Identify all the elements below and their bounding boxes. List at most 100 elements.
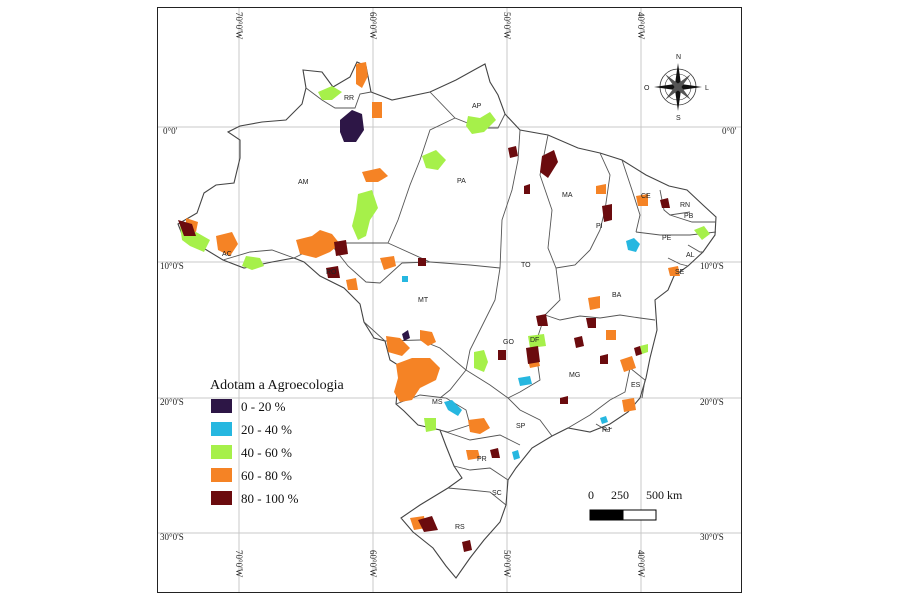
- legend-swatch-20-40: [211, 422, 232, 436]
- patch-class-80-100: [634, 346, 642, 356]
- patch-class-80-100: [490, 448, 500, 458]
- lat-label-20s-left: 20°0'S: [160, 397, 184, 407]
- patch-class-80-100: [462, 540, 472, 552]
- patch-class-80-100: [508, 146, 518, 158]
- legend-label-20-40: 20 - 40 %: [241, 422, 292, 437]
- state-label-sp: SP: [516, 423, 526, 430]
- patch-class-60-80: [668, 266, 680, 276]
- patch-class-60-80: [420, 330, 436, 346]
- patch-class-80-100: [418, 516, 438, 532]
- patch-class-80-100: [178, 220, 196, 236]
- state-label-rj: RJ: [602, 427, 611, 434]
- compass-south: S: [676, 115, 681, 122]
- patch-class-20-40: [402, 276, 408, 282]
- patch-class-80-100: [418, 258, 426, 266]
- state-label-ms: MS: [432, 399, 443, 406]
- state-label-df: DF: [530, 337, 539, 344]
- compass-west: O: [644, 85, 650, 92]
- patch-class-60-80: [362, 168, 388, 182]
- patch-class-20-40: [518, 376, 532, 386]
- patch-class-40-60: [424, 418, 436, 432]
- state-label-mt: MT: [418, 297, 429, 304]
- legend: Adotam a Agroecologia 0 - 20 % 20 - 40 %…: [210, 378, 345, 506]
- lon-label-70w-bottom: 70°0'W: [234, 550, 244, 578]
- patch-class-80-100: [602, 204, 612, 222]
- patch-class-60-80: [386, 336, 410, 356]
- data-patches: [178, 62, 710, 552]
- state-label-go: GO: [503, 339, 514, 346]
- patch-class-40-60: [466, 112, 496, 134]
- legend-title: Adotam a Agroecologia: [210, 378, 345, 393]
- compass-north: N: [676, 54, 681, 61]
- legend-label-40-60: 40 - 60 %: [241, 445, 292, 460]
- state-label-se: SE: [675, 269, 685, 276]
- patch-class-80-100: [574, 336, 584, 348]
- lon-label-40w-bottom: 40°0'W: [636, 550, 646, 578]
- patch-class-60-80: [588, 296, 600, 310]
- patch-class-80-100: [660, 198, 670, 208]
- coordinate-labels: 70°0'W 60°0'W 50°0'W 40°0'W 70°0'W 60°0'…: [160, 12, 737, 578]
- lon-label-60w-bottom: 60°0'W: [368, 550, 378, 578]
- lat-label-20s-right: 20°0'S: [700, 397, 724, 407]
- patch-class-60-80: [466, 450, 480, 460]
- legend-swatch-80-100: [211, 491, 232, 505]
- patch-class-20-40: [444, 400, 462, 416]
- patch-class-60-80: [394, 358, 440, 402]
- state-label-ac: AC: [222, 251, 232, 258]
- state-label-ap: AP: [472, 103, 482, 110]
- patch-class-20-40: [626, 238, 640, 252]
- lon-label-50w-top: 50°0'W: [502, 12, 512, 40]
- legend-swatch-0-20: [211, 399, 232, 413]
- patch-class-80-100: [540, 150, 558, 178]
- state-label-ba: BA: [612, 292, 622, 299]
- patch-class-80-100: [524, 184, 530, 194]
- state-label-rs: RS: [455, 524, 465, 531]
- state-label-rn: RN: [680, 202, 690, 209]
- patch-class-60-80: [622, 398, 636, 412]
- patch-class-80-100: [526, 346, 540, 364]
- patch-class-40-60: [640, 344, 648, 354]
- patch-class-60-80: [296, 230, 340, 258]
- lon-label-70w-top: 70°0'W: [234, 12, 244, 40]
- lat-label-0-right: 0°0': [722, 126, 737, 136]
- patch-class-80-100: [600, 354, 608, 364]
- patch-class-80-100: [536, 314, 548, 326]
- state-label-to: TO: [521, 262, 531, 269]
- patch-class-60-80: [636, 194, 648, 206]
- state-label-al: AL: [686, 252, 695, 259]
- state-label-pi: PI: [596, 223, 603, 230]
- scale-tick-500: 500 km: [646, 488, 683, 502]
- patch-class-80-100: [498, 350, 506, 360]
- scale-tick-0: 0: [588, 488, 594, 502]
- patch-class-20-40: [600, 416, 608, 424]
- patch-class-80-100: [334, 240, 348, 256]
- patch-class-40-60: [694, 226, 710, 240]
- patch-class-40-60: [422, 150, 446, 170]
- state-label-rr: RR: [344, 95, 354, 102]
- state-label-pb: PB: [684, 213, 694, 220]
- scale-bar: 0 250 500 km: [588, 488, 683, 521]
- patch-class-0-20: [402, 330, 410, 341]
- patch-class-40-60: [352, 190, 378, 240]
- scale-tick-250: 250: [611, 488, 629, 502]
- state-label-mg: MG: [569, 372, 580, 379]
- patch-class-60-80: [346, 278, 358, 290]
- patch-class-60-80: [380, 256, 396, 270]
- state-label-pr: PR: [477, 456, 487, 463]
- patch-class-0-20: [340, 110, 364, 142]
- lat-label-10s-left: 10°0'S: [160, 261, 184, 271]
- lon-label-50w-bottom: 50°0'W: [502, 550, 512, 578]
- legend-swatch-40-60: [211, 445, 232, 459]
- patch-class-60-80: [468, 418, 490, 434]
- state-label-am: AM: [298, 179, 309, 186]
- patch-class-20-40: [512, 450, 520, 460]
- state-label-es: ES: [631, 382, 641, 389]
- legend-label-60-80: 60 - 80 %: [241, 468, 292, 483]
- patch-class-60-80: [372, 102, 382, 118]
- state-label-ro: RO: [326, 269, 337, 276]
- patch-class-60-80: [606, 330, 616, 340]
- state-label-pa: PA: [457, 178, 466, 185]
- lat-label-0-left: 0°0': [163, 126, 178, 136]
- patch-class-60-80: [620, 356, 636, 372]
- patch-class-40-60: [474, 350, 488, 372]
